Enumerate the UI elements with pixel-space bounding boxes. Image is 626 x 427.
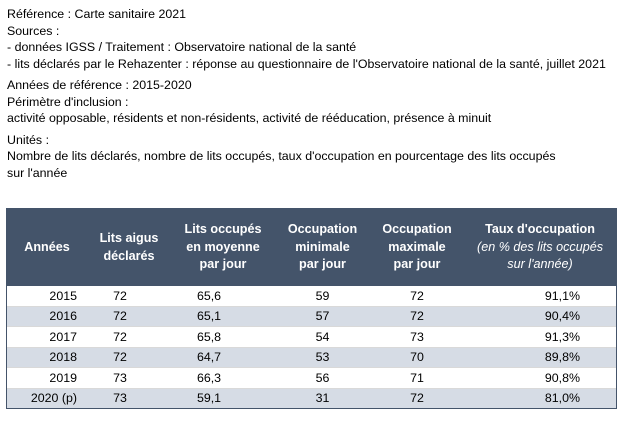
header-rate-line-1: Taux d'occupation <box>485 222 595 237</box>
occupancy-table: Années Lits aigus déclarés Lits occupés … <box>6 208 617 409</box>
source-item-2: - lits déclarés par le Rehazenter : répo… <box>7 56 606 71</box>
reference-years: Années de référence : 2015-2020 <box>7 78 192 92</box>
cell-year: 2018 <box>7 347 87 368</box>
cell-beds: 73 <box>87 367 171 389</box>
header-min-occupancy: Occupation minimale par jour <box>275 209 370 286</box>
cell-avg: 65,8 <box>171 326 275 348</box>
header-max-occupancy: Occupation maximale par jour <box>370 209 464 286</box>
cell-avg: 66,3 <box>171 367 275 389</box>
cell-max: 73 <box>370 326 464 348</box>
cell-rate: 90,4% <box>464 306 616 327</box>
cell-avg: 64,7 <box>171 347 275 368</box>
cell-year: 2020 (p) <box>7 388 87 408</box>
cell-year: 2019 <box>7 367 87 389</box>
cell-min: 57 <box>275 306 370 327</box>
cell-rate: 91,3% <box>464 326 616 348</box>
header-rate-line-2: (en % des lits occupés <box>477 239 603 254</box>
cell-rate: 81,0% <box>464 388 616 408</box>
cell-min: 53 <box>275 347 370 368</box>
cell-max: 72 <box>370 286 464 307</box>
cell-min: 59 <box>275 286 370 307</box>
header-min-line-2: minimale <box>295 239 350 254</box>
header-max-line-1: Occupation <box>382 222 452 237</box>
scope-label: Périmètre d'inclusion : <box>7 94 129 109</box>
header-max-line-2: maximale <box>388 239 446 254</box>
units-text-line-1: Nombre de lits déclarés, nombre de lits … <box>7 149 556 163</box>
cell-max: 72 <box>370 306 464 327</box>
table-header: Années Lits aigus déclarés Lits occupés … <box>7 209 616 286</box>
table-row: 2015 72 65,6 59 72 91,1% <box>7 286 616 307</box>
cell-beds: 73 <box>87 388 171 408</box>
table-body: 2015 72 65,6 59 72 91,1% 2016 72 65,1 57… <box>7 286 616 408</box>
cell-max: 72 <box>370 388 464 408</box>
cell-year: 2017 <box>7 326 87 348</box>
cell-min: 54 <box>275 326 370 348</box>
header-beds: Lits aigus déclarés <box>87 209 171 286</box>
cell-rate: 91,1% <box>464 286 616 307</box>
header-avg-occupied: Lits occupés en moyenne par jour <box>171 209 275 286</box>
cell-year: 2015 <box>7 286 87 307</box>
notes-block: Référence : Carte sanitaire 2021 Sources… <box>7 6 622 181</box>
cell-avg: 65,6 <box>171 286 275 307</box>
cell-rate: 90,8% <box>464 367 616 389</box>
table-row: 2016 72 65,1 57 72 90,4% <box>7 306 616 327</box>
header-beds-line-2: déclarés <box>103 248 155 263</box>
header-beds-line-1: Lits aigus <box>99 231 159 245</box>
header-avg-line-2: en moyenne <box>186 239 260 254</box>
cell-rate: 89,8% <box>464 347 616 368</box>
header-max-line-3: par jour <box>393 257 441 272</box>
cell-max: 71 <box>370 367 464 389</box>
cell-avg: 59,1 <box>171 388 275 408</box>
table-row: 2019 73 66,3 56 71 90,8% <box>7 367 616 389</box>
cell-beds: 72 <box>87 347 171 368</box>
cell-beds: 72 <box>87 326 171 348</box>
cell-min: 31 <box>275 388 370 408</box>
sources-label: Sources : <box>7 23 60 38</box>
header-rate-line-3: sur l'année) <box>507 257 573 272</box>
header-year-label: Années <box>24 239 70 254</box>
cell-avg: 65,1 <box>171 306 275 327</box>
cell-max: 70 <box>370 347 464 368</box>
source-item-1: - données IGSS / Traitement : Observatoi… <box>7 40 357 54</box>
table-row: 2018 72 64,7 53 70 89,8% <box>7 347 616 368</box>
units-text-line-2: sur l'année <box>7 165 68 180</box>
header-min-line-1: Occupation <box>287 222 358 237</box>
header-year: Années <box>7 209 87 286</box>
reference-text: Référence : Carte sanitaire 2021 <box>7 7 187 21</box>
header-avg-line-3: par jour <box>199 257 247 272</box>
cell-beds: 72 <box>87 306 171 327</box>
header-avg-line-1: Lits occupés <box>184 222 262 237</box>
table-row: 2020 (p) 73 59,1 31 72 81,0% <box>7 388 616 408</box>
cell-year: 2016 <box>7 306 87 327</box>
cell-min: 56 <box>275 367 370 389</box>
header-occupancy-rate: Taux d'occupation (en % des lits occupés… <box>464 209 616 286</box>
header-min-line-3: par jour <box>299 257 346 272</box>
scope-text: activité opposable, résidents et non-rés… <box>7 111 492 125</box>
cell-beds: 72 <box>87 286 171 307</box>
table-row: 2017 72 65,8 54 73 91,3% <box>7 326 616 348</box>
units-label: Unités : <box>7 132 50 147</box>
